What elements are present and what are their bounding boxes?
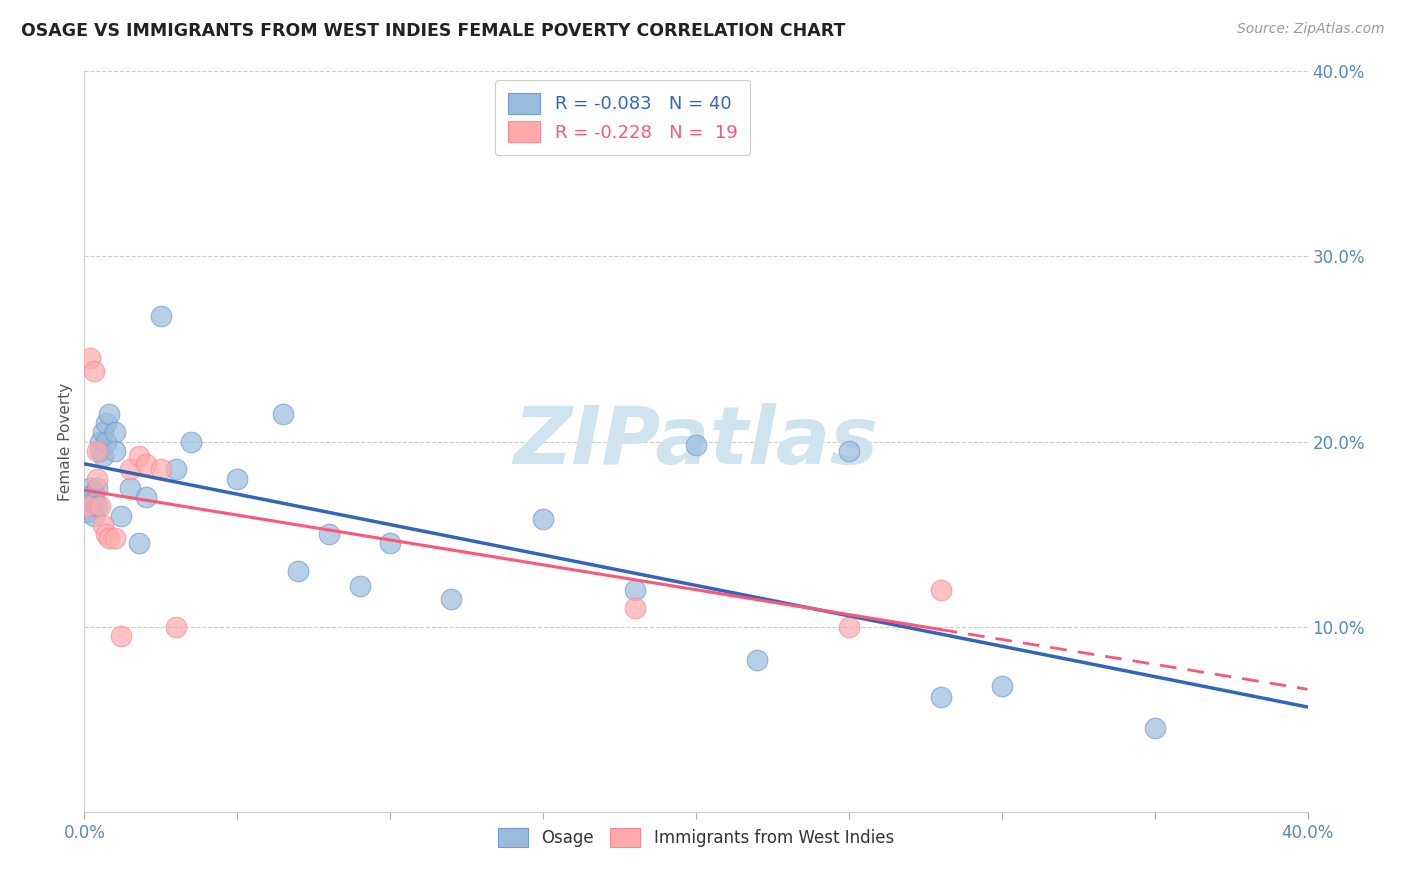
Point (76, 490, 98, 504)
Point (149, 309, 172, 323)
Point (149, 462, 172, 476)
Point (79, 500, 101, 514)
Point (83, 508, 105, 523)
Point (318, 527, 340, 541)
Text: ZIPatlas: ZIPatlas (513, 402, 879, 481)
Point (91, 425, 114, 440)
Point (86, 472, 108, 486)
Point (110, 508, 132, 523)
Point (747, 653, 769, 667)
Point (94, 527, 117, 541)
Point (128, 450, 150, 464)
Point (624, 601, 647, 615)
Point (94, 416, 117, 430)
Point (104, 443, 127, 458)
Point (226, 472, 249, 486)
Point (97, 531, 120, 545)
Point (120, 462, 142, 476)
Text: OSAGE VS IMMIGRANTS FROM WEST INDIES FEMALE POVERTY CORRELATION CHART: OSAGE VS IMMIGRANTS FROM WEST INDIES FEM… (21, 22, 845, 40)
Point (104, 425, 127, 440)
Point (685, 438, 707, 452)
Point (91, 450, 114, 464)
Point (94, 434, 117, 449)
Point (929, 582, 952, 597)
Legend: Osage, Immigrants from West Indies: Osage, Immigrants from West Indies (489, 819, 903, 855)
Point (128, 536, 150, 550)
Point (135, 490, 157, 504)
Point (180, 434, 202, 449)
Point (287, 564, 309, 578)
Point (929, 690, 952, 704)
Point (76, 500, 98, 514)
Point (91, 517, 114, 532)
Point (89, 443, 111, 458)
Point (83, 364, 105, 378)
Point (440, 591, 463, 606)
Y-axis label: Female Poverty: Female Poverty (58, 383, 73, 500)
Point (104, 531, 127, 545)
Point (89, 434, 111, 449)
Point (86, 481, 108, 495)
Point (76, 505, 98, 519)
Point (165, 462, 187, 476)
Point (83, 486, 105, 500)
Point (83, 493, 105, 508)
Point (165, 619, 187, 633)
Point (349, 579, 371, 593)
Point (991, 679, 1014, 693)
Point (79, 351, 101, 366)
Point (380, 536, 402, 550)
Point (97, 407, 120, 421)
Point (86, 500, 108, 514)
Point (838, 443, 860, 458)
Point (1143, 722, 1166, 736)
Point (79, 481, 101, 495)
Point (624, 582, 647, 597)
Point (89, 500, 111, 514)
Point (531, 512, 554, 526)
Point (110, 629, 132, 643)
Point (135, 457, 157, 471)
Point (271, 407, 294, 421)
Text: Source: ZipAtlas.com: Source: ZipAtlas.com (1237, 22, 1385, 37)
Point (120, 481, 142, 495)
Point (838, 619, 860, 633)
Point (86, 443, 108, 458)
